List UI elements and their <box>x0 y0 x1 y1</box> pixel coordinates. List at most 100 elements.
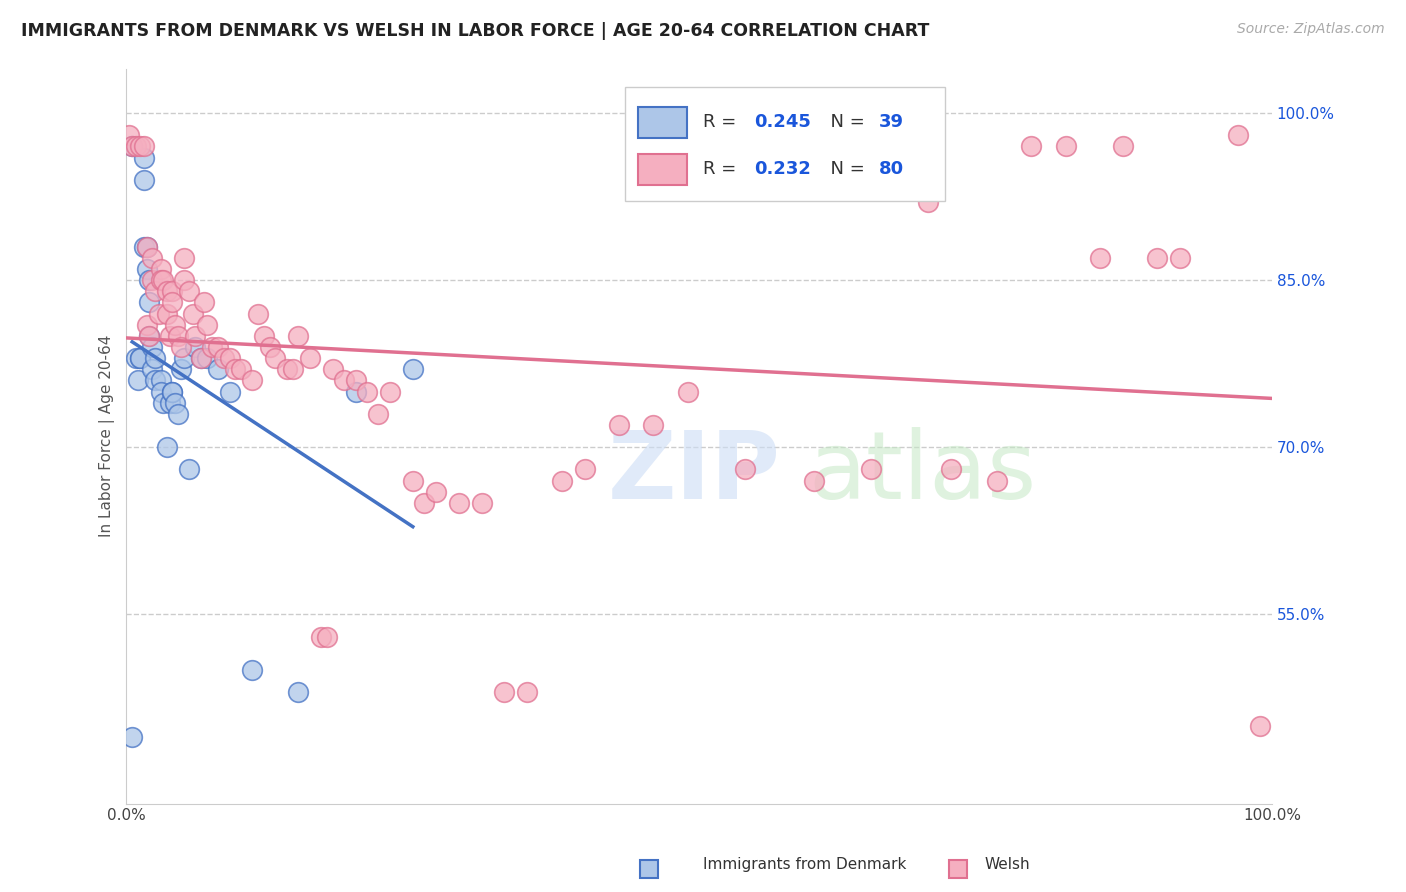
Point <box>118 128 141 143</box>
Point <box>179 462 201 476</box>
Point <box>132 139 155 153</box>
Point <box>425 484 447 499</box>
Point <box>195 351 218 365</box>
Point <box>1112 139 1135 153</box>
Text: Welsh: Welsh <box>984 857 1029 872</box>
Point <box>162 285 184 299</box>
Point <box>152 395 174 409</box>
Point <box>298 351 321 365</box>
Point <box>287 328 309 343</box>
Point <box>149 262 172 277</box>
Point <box>287 685 309 699</box>
Point <box>1054 139 1077 153</box>
Point <box>149 384 172 399</box>
Point <box>676 384 699 399</box>
Point <box>141 362 163 376</box>
Point <box>159 328 181 343</box>
Point <box>173 351 195 365</box>
Point <box>163 395 186 409</box>
Point <box>224 362 246 376</box>
Point <box>734 462 756 476</box>
Point <box>470 496 492 510</box>
Point <box>143 373 166 387</box>
Point <box>179 285 201 299</box>
Point <box>181 307 204 321</box>
Point <box>1088 251 1111 265</box>
Point <box>155 307 177 321</box>
Point <box>138 328 160 343</box>
Point <box>322 362 344 376</box>
Text: Immigrants from Denmark: Immigrants from Denmark <box>703 857 907 872</box>
FancyBboxPatch shape <box>638 107 686 137</box>
Point <box>316 630 339 644</box>
Point <box>264 351 287 365</box>
Text: 80: 80 <box>879 161 904 178</box>
Point <box>402 362 425 376</box>
Point <box>121 139 143 153</box>
Point <box>162 384 184 399</box>
Point <box>494 685 516 699</box>
Point <box>173 273 195 287</box>
Point <box>1146 251 1168 265</box>
Point <box>859 462 882 476</box>
Point <box>129 351 152 365</box>
Point <box>141 340 163 354</box>
Text: atlas: atlas <box>808 427 1036 519</box>
Point <box>242 373 264 387</box>
Text: R =: R = <box>703 113 741 131</box>
FancyBboxPatch shape <box>638 153 686 185</box>
Point <box>167 407 190 421</box>
Point <box>124 351 146 365</box>
Point <box>124 139 146 153</box>
Point <box>143 285 166 299</box>
Point <box>173 251 195 265</box>
Text: N =: N = <box>820 161 870 178</box>
Point <box>132 173 155 187</box>
Point <box>1168 251 1191 265</box>
Point <box>378 384 401 399</box>
Point <box>1226 128 1249 143</box>
Point <box>247 307 270 321</box>
Point <box>136 318 159 332</box>
Point <box>344 384 367 399</box>
Point <box>516 685 538 699</box>
Point <box>333 373 356 387</box>
Text: 0.245: 0.245 <box>754 113 811 131</box>
Point <box>193 295 215 310</box>
Text: R =: R = <box>703 161 741 178</box>
Point <box>402 474 425 488</box>
Point <box>195 318 218 332</box>
Point <box>1249 719 1271 733</box>
Point <box>121 139 143 153</box>
Text: Source: ZipAtlas.com: Source: ZipAtlas.com <box>1237 22 1385 37</box>
Point <box>141 273 163 287</box>
Point <box>917 195 939 210</box>
Point <box>281 362 304 376</box>
Point <box>190 351 212 365</box>
Point <box>136 240 159 254</box>
Point <box>167 328 190 343</box>
Point <box>132 240 155 254</box>
Point <box>163 318 186 332</box>
Point <box>367 407 389 421</box>
Point <box>201 340 224 354</box>
Point <box>574 462 596 476</box>
Point <box>149 373 172 387</box>
Point <box>143 351 166 365</box>
Point <box>229 362 252 376</box>
Point <box>309 630 332 644</box>
Point <box>218 351 240 365</box>
Point <box>155 285 177 299</box>
Text: 0.232: 0.232 <box>754 161 811 178</box>
Point <box>127 373 149 387</box>
Point <box>162 384 184 399</box>
Point <box>184 328 207 343</box>
Point <box>148 307 170 321</box>
Text: 39: 39 <box>879 113 904 131</box>
Point <box>643 417 665 432</box>
Point <box>129 351 152 365</box>
Point <box>1021 139 1043 153</box>
Point <box>138 273 160 287</box>
Point <box>136 240 159 254</box>
Point <box>447 496 470 510</box>
